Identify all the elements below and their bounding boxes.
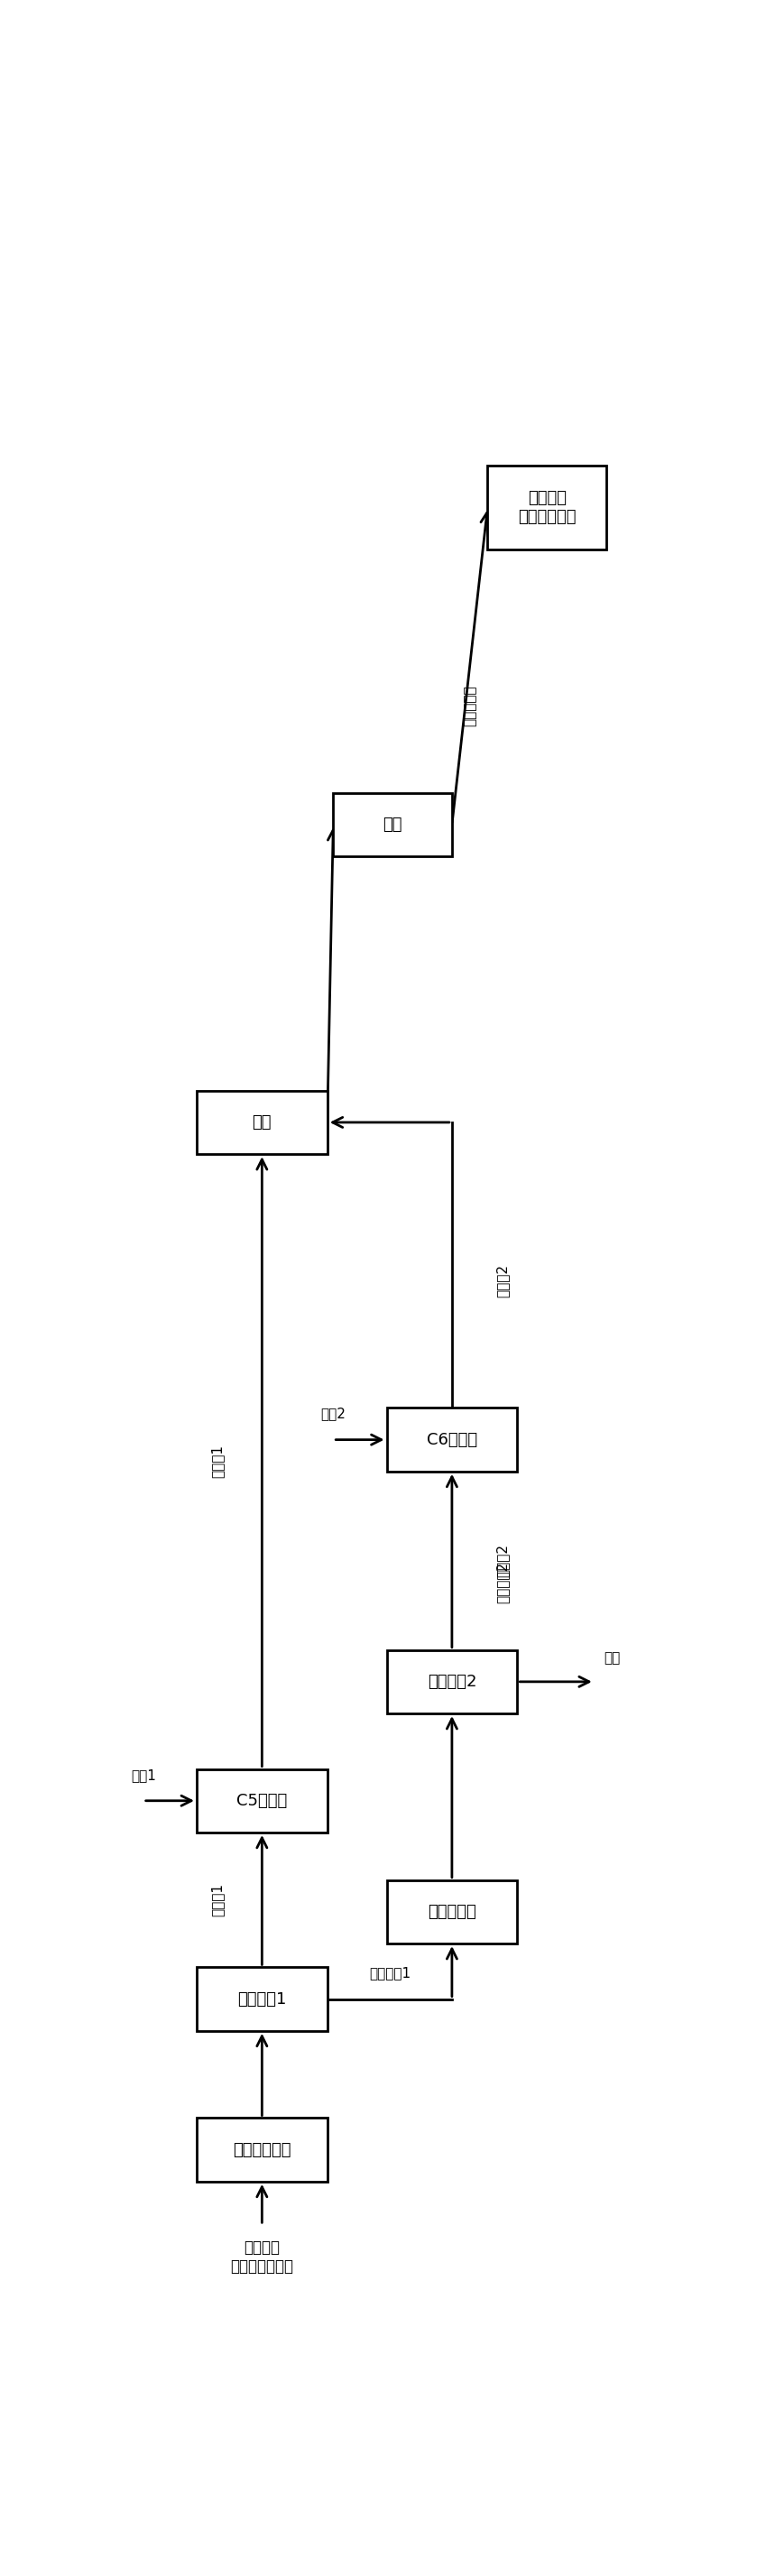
Text: 酵共1: 酵共1 [131,1767,155,1783]
Text: C5糖发酵: C5糖发酵 [237,1793,287,1808]
FancyBboxPatch shape [333,793,452,858]
FancyBboxPatch shape [197,1770,327,1832]
Text: 蔽馏: 蔽馏 [252,1115,272,1131]
Text: 发酵液1: 发酵液1 [211,1445,224,1479]
Text: 固液分离1: 固液分离1 [237,1991,286,2007]
Text: 糖化液2: 糖化液2 [496,1543,509,1577]
FancyBboxPatch shape [197,1090,327,1154]
Text: 无水乙醒
（生物乙醒）: 无水乙醒 （生物乙醒） [518,489,576,526]
Text: 乙醒: 乙醒 [383,817,402,832]
Text: 酵共2: 酵共2 [321,1406,345,1422]
Text: C6糖发酵: C6糖发酵 [427,1432,477,1448]
Text: 固液分离2: 固液分离2 [427,1674,476,1690]
Text: 固体残渴2: 固体残渴2 [496,1561,509,1602]
FancyBboxPatch shape [197,2117,327,2182]
FancyBboxPatch shape [197,1968,327,2030]
FancyBboxPatch shape [487,466,607,549]
Text: 糖化液1: 糖化液1 [211,1883,224,1917]
Text: 半纤维素水解: 半纤维素水解 [233,2141,291,2159]
Text: 发酵液2: 发酵液2 [496,1265,509,1298]
Text: 纤维素系
生物质（原料）: 纤维素系 生物质（原料） [231,2239,293,2275]
Text: 固体残渴1: 固体残渴1 [368,1965,411,1981]
Text: 纤维素水解: 纤维素水解 [427,1904,476,1919]
FancyBboxPatch shape [387,1880,517,1942]
Text: 废弃: 废弃 [604,1651,620,1664]
Text: 无水化处理: 无水化处理 [463,685,476,726]
FancyBboxPatch shape [387,1409,517,1471]
FancyBboxPatch shape [387,1651,517,1713]
